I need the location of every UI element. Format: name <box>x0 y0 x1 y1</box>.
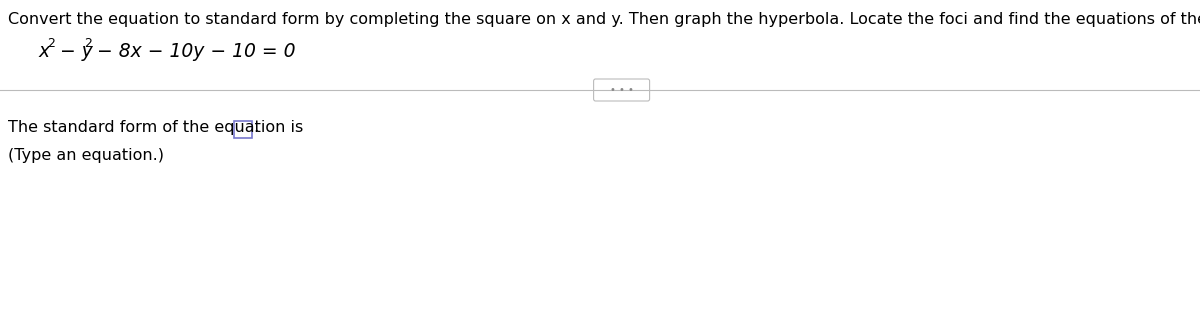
Text: 2: 2 <box>84 37 92 50</box>
Text: − 8x − 10y − 10 = 0: − 8x − 10y − 10 = 0 <box>91 42 295 61</box>
Text: Convert the equation to standard form by completing the square on x and y. Then : Convert the equation to standard form by… <box>8 12 1200 27</box>
FancyBboxPatch shape <box>234 121 252 138</box>
Text: 2: 2 <box>47 37 55 50</box>
Text: .: . <box>253 120 259 135</box>
Text: − y: − y <box>54 42 92 61</box>
FancyBboxPatch shape <box>594 79 649 101</box>
Text: The standard form of the equation is: The standard form of the equation is <box>8 120 308 135</box>
Text: (Type an equation.): (Type an equation.) <box>8 148 164 163</box>
Text: • • •: • • • <box>610 85 634 95</box>
Text: x: x <box>38 42 49 61</box>
